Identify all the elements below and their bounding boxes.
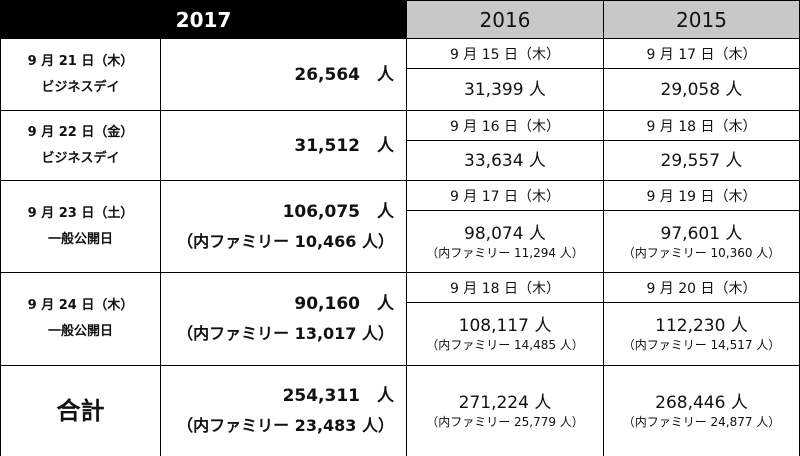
date-label: 9 月 15 日（木） [449,46,561,63]
date-cell: 9 月 20 日（木） [603,272,800,303]
date-cell: 9 月 17 日（木） [603,38,800,69]
header-cell: 2015 [603,0,800,39]
count-cell: 33,634 人 [406,140,604,181]
day-label: 一般公開日 [47,324,113,339]
day-label: 一般公開日 [47,231,113,247]
visitor-count: 31,512 人 [294,135,394,156]
visitor-count: 106,075 人 [282,201,394,222]
visitor-count: 97,601 人 [660,223,743,244]
day-cell: 9 月 21 日（木） ビジネスデイ [0,38,161,111]
date-label: 9 月 19 日（木） [646,188,757,205]
count-cell: 31,512 人 [160,110,407,181]
day-date: 9 月 21 日（木） [27,53,134,69]
date-cell: 9 月 16 日（木） [406,110,604,141]
date-cell: 9 月 17 日（木） [406,180,604,211]
date-label: 9 月 20 日（木） [646,280,757,297]
family-count: （内ファミリー 10,360 人） [622,245,781,260]
date-cell: 9 月 19 日（木） [603,180,800,211]
visitor-count: 98,074 人 [464,223,546,244]
day-date: 9 月 22 日（金） [27,124,134,140]
header-cell: 2016 [406,0,604,39]
visitor-count: 112,230 人 [655,316,748,336]
count-cell: 29,557 人 [603,140,800,181]
family-count: （内ファミリー 25,779 人） [426,415,584,429]
count-cell: 108,117 人 （内ファミリー 14,485 人） [406,302,604,366]
date-cell: 9 月 18 日（木） [406,272,604,303]
year-label: 2015 [676,7,727,32]
family-count: （内ファミリー 24,877 人） [622,415,781,429]
visitor-count: 33,634 人 [464,150,546,171]
family-count: （内ファミリー 23,483 人） [177,416,394,435]
count-cell: 112,230 人 （内ファミリー 14,517 人） [603,302,800,366]
visitor-count: 271,224 人 [458,393,552,413]
date-label: 9 月 18 日（木） [646,118,757,135]
count-cell: 31,399 人 [406,68,604,111]
header-cell: 2017 [0,0,407,39]
visitor-count: 29,557 人 [660,150,743,171]
day-label: 合計 [56,397,105,425]
count-cell: 106,075 人 （内ファミリー 10,466 人） [160,180,407,273]
visitor-count: 90,160 人 [294,294,394,314]
date-cell: 9 月 15 日（木） [406,38,604,69]
day-label: ビジネスデイ [41,150,120,166]
count-cell: 90,160 人 （内ファミリー 13,017 人） [160,272,407,366]
day-cell: 9 月 22 日（金） ビジネスデイ [0,110,161,181]
family-count: （内ファミリー 14,517 人） [622,338,781,352]
visitor-count: 29,058 人 [660,79,743,100]
family-count: （内ファミリー 13,017 人） [177,324,394,343]
count-cell: 97,601 人（内ファミリー 10,360 人） [603,210,800,273]
count-cell: 271,224 人 （内ファミリー 25,779 人） [406,365,604,456]
visitor-count: 268,446 人 [655,393,748,413]
family-count: （内ファミリー 14,485 人） [426,338,584,352]
date-label: 9 月 17 日（木） [449,188,561,205]
date-label: 9 月 16 日（木） [449,118,561,135]
count-cell: 29,058 人 [603,68,800,111]
count-cell: 268,446 人 （内ファミリー 24,877 人） [603,365,800,456]
visitor-count: 254,311 人 [282,386,394,406]
count-cell: 254,311 人 （内ファミリー 23,483 人） [160,365,407,456]
visitor-count: 31,399 人 [464,79,546,100]
day-cell: 9 月 23 日（土） 一般公開日 [0,180,161,273]
date-cell: 9 月 18 日（木） [603,110,800,141]
count-cell: 98,074 人（内ファミリー 11,294 人） [406,210,604,273]
family-count: （内ファミリー 11,294 人） [426,245,584,260]
day-date: 9 月 24 日（木） [27,298,134,313]
year-label: 2016 [479,7,531,32]
year-label: 2017 [175,7,232,32]
family-count: （内ファミリー 10,466 人） [177,231,394,251]
day-label: ビジネスデイ [41,79,120,95]
day-cell: 9 月 24 日（木） 一般公開日 [0,272,161,366]
visitor-count: 108,117 人 [458,316,552,336]
day-cell: 合計 [0,365,161,456]
date-label: 9 月 18 日（木） [449,280,561,297]
date-label: 9 月 17 日（木） [646,46,757,63]
day-date: 9 月 23 日（土） [27,205,134,221]
visitor-count: 26,564 人 [294,64,394,85]
count-cell: 26,564 人 [160,38,407,111]
